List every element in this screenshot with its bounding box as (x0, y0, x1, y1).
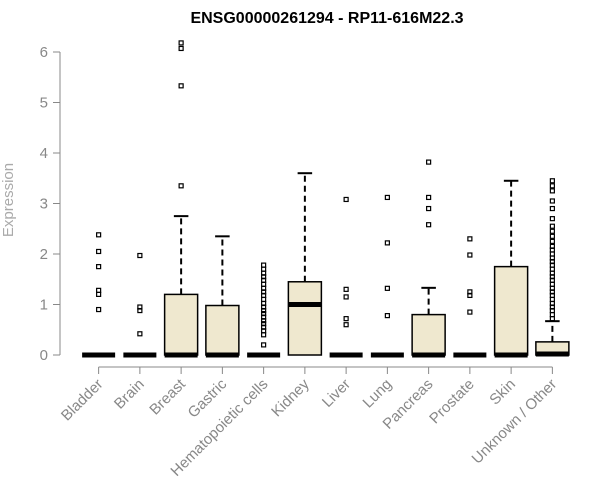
y-tick-label: 6 (40, 44, 48, 61)
x-tick-label: Bladder (58, 376, 107, 425)
y-tick-label: 0 (40, 347, 48, 364)
outlier-point (384, 194, 390, 201)
outlier-point (426, 222, 432, 228)
outlier-point (137, 304, 143, 310)
outlier-point (261, 266, 267, 272)
outlier-point (261, 321, 267, 327)
outlier-point (96, 306, 102, 313)
box-group (535, 178, 570, 357)
outlier-point (96, 264, 102, 270)
chart-title: ENSG00000261294 - RP11-616M22.3 (190, 10, 463, 27)
outlier-point (261, 296, 267, 303)
outlier-point (467, 252, 473, 258)
outlier-point (96, 291, 102, 297)
outlier-point (343, 316, 349, 322)
box-group (205, 235, 240, 358)
outlier-point (549, 251, 555, 257)
outlier-point (549, 198, 555, 204)
outlier-point (549, 312, 555, 318)
outlier-point (96, 287, 102, 293)
box (205, 304, 240, 356)
x-tick-label: Brain (111, 376, 148, 413)
outlier-point (343, 294, 349, 300)
x-tick-label: Prostate (426, 376, 478, 428)
box-group (329, 196, 363, 358)
outlier-point (96, 248, 102, 255)
y-tick-label: 4 (40, 145, 48, 162)
box (163, 293, 199, 356)
outlier-point (467, 289, 473, 295)
outlier-point (384, 313, 390, 319)
outlier-point (343, 196, 349, 203)
x-tick-label: Kidney (268, 375, 313, 420)
outlier-point (137, 252, 143, 259)
outlier-point (178, 183, 184, 189)
x-tick-label: Lung (360, 376, 396, 412)
outlier-point (137, 331, 143, 337)
outlier-point (426, 159, 432, 165)
outlier-point (261, 262, 267, 268)
outlier-point (178, 83, 184, 89)
outlier-point (549, 238, 555, 244)
box (493, 265, 529, 356)
outlier-point (426, 205, 432, 212)
x-tick-label: Breast (146, 375, 189, 418)
box-group (247, 262, 281, 358)
x-tick-label: Liver (319, 376, 354, 411)
outlier-point (343, 286, 349, 292)
outlier-point (343, 322, 349, 328)
y-axis-label: Expression (0, 163, 17, 237)
outlier-point (549, 188, 555, 194)
box-group (123, 252, 157, 358)
outlier-point (261, 332, 267, 338)
box-group (370, 194, 404, 358)
outlier-point (178, 40, 184, 46)
y-axis: 0 1 2 3 4 5 6 (40, 44, 61, 364)
outlier-point (549, 178, 555, 184)
outlier-point (261, 310, 267, 317)
y-tick-label: 1 (40, 297, 48, 314)
outlier-point (96, 232, 102, 238)
y-tick-label: 5 (40, 95, 48, 112)
outlier-point (467, 236, 473, 242)
box-group (287, 172, 323, 356)
x-tick-label: Skin (486, 376, 519, 409)
outlier-point (549, 228, 555, 234)
box (411, 313, 446, 356)
box (287, 281, 323, 356)
box-group (493, 179, 529, 358)
y-tick-label: 3 (40, 196, 48, 213)
outlier-point (384, 240, 390, 246)
y-tick-label: 2 (40, 246, 48, 263)
boxes-group (82, 40, 570, 358)
outlier-point (549, 243, 555, 250)
outlier-point (549, 216, 555, 222)
outlier-point (261, 342, 267, 348)
outlier-point (549, 233, 555, 239)
outlier-point (261, 281, 267, 287)
outlier-point (549, 183, 555, 189)
outlier-point (467, 309, 473, 315)
outlier-point (549, 223, 555, 229)
outlier-point (549, 266, 555, 272)
box-group (82, 232, 116, 358)
outlier-point (178, 45, 184, 52)
outlier-point (384, 285, 390, 291)
box-group (163, 40, 199, 358)
box-group (411, 159, 446, 358)
outlier-point (426, 194, 432, 201)
outlier-point (549, 296, 555, 303)
box-group (453, 236, 487, 358)
outlier-point (549, 316, 555, 322)
outlier-point (549, 281, 555, 287)
outlier-point (549, 205, 555, 212)
